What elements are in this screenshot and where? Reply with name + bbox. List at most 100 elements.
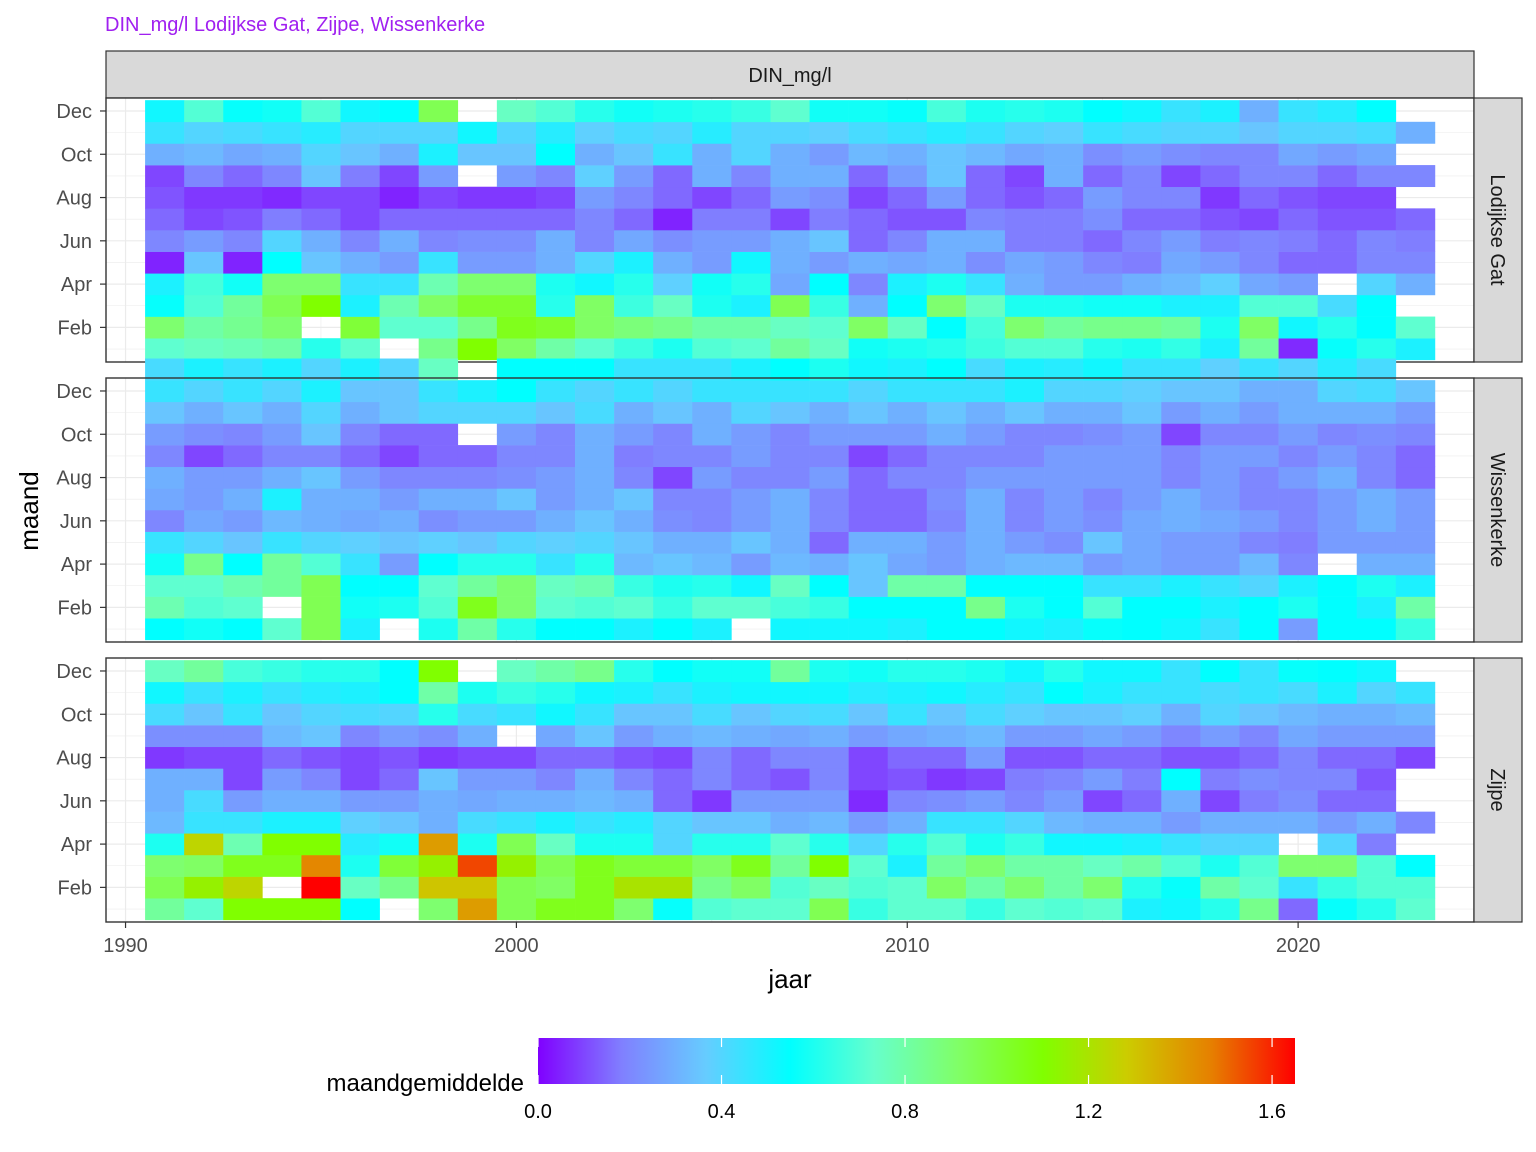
heatmap-tile [1317, 681, 1358, 704]
heatmap-tile [1161, 466, 1201, 489]
heatmap-tile [926, 100, 967, 123]
heatmap-tile [1083, 725, 1123, 748]
heatmap-tile [262, 100, 302, 123]
heatmap-tile [809, 488, 849, 511]
heatmap-tile [887, 338, 928, 361]
heatmap-tile [1278, 725, 1318, 748]
heatmap-tile [1395, 466, 1436, 489]
heatmap-tile [731, 165, 771, 188]
heatmap-tile [887, 358, 928, 381]
heatmap-tile [926, 316, 967, 339]
heatmap-tile [731, 854, 771, 877]
heatmap-tile [1122, 876, 1162, 899]
heatmap-tile [692, 423, 732, 446]
heatmap-tile [692, 898, 732, 921]
heatmap-tile [262, 574, 302, 597]
heatmap-tile [457, 121, 498, 144]
heatmap-tile [809, 143, 849, 166]
heatmap-tile [653, 768, 693, 791]
heatmap-tile [731, 273, 771, 296]
heatmap-tile [223, 186, 263, 209]
heatmap-tile [223, 618, 263, 641]
heatmap-tile [770, 681, 810, 704]
heatmap-tile [1356, 423, 1397, 446]
heatmap-tile [1356, 208, 1397, 231]
heatmap-tile [731, 358, 771, 381]
heatmap-tile [1239, 165, 1279, 188]
heatmap-tile [575, 338, 615, 361]
heatmap-tile [418, 338, 459, 361]
chart-title: DIN_mg/l Lodijkse Gat, Zijpe, Wissenkerk… [105, 14, 485, 36]
heatmap-tile [1161, 230, 1201, 252]
heatmap-tile [535, 553, 576, 576]
heatmap-tile [809, 445, 849, 468]
heatmap-tile [457, 854, 498, 877]
heatmap-tile [1239, 553, 1279, 576]
heatmap-tile [614, 510, 654, 532]
heatmap-tile [1278, 681, 1318, 704]
heatmap-tile [1317, 316, 1358, 339]
heatmap-tile [575, 531, 615, 554]
heatmap-tile [1278, 316, 1318, 339]
heatmap-tile [1317, 121, 1358, 144]
heatmap-tile [887, 833, 928, 856]
heatmap-tile [653, 230, 693, 252]
heatmap-tile [184, 876, 224, 899]
heatmap-tile [1122, 466, 1162, 489]
heatmap-tile [145, 445, 185, 468]
heatmap-tile [1356, 294, 1397, 317]
heatmap-tile [340, 553, 380, 576]
heatmap-tile [1122, 186, 1162, 209]
heatmap-tile [965, 338, 1006, 361]
heatmap-tile [496, 574, 537, 597]
heatmap-tile [1356, 898, 1397, 921]
heatmap-tile [653, 358, 693, 381]
heatmap-tile [653, 401, 693, 424]
heatmap-tile [770, 121, 810, 144]
heatmap-tile [926, 681, 967, 704]
heatmap-tile [692, 746, 732, 769]
heatmap-tile [1161, 876, 1201, 899]
heatmap-tile [926, 380, 967, 403]
heatmap-tile [575, 768, 615, 791]
heatmap-tile [731, 208, 771, 231]
heatmap-tile [184, 121, 224, 144]
heatmap-tile [575, 380, 615, 403]
heatmap-tile [1200, 768, 1240, 791]
heatmap-tile [457, 618, 498, 641]
heatmap-tile [457, 833, 498, 856]
heatmap-tile [262, 790, 302, 812]
heatmap-tile [1356, 338, 1397, 361]
heatmap-tile [1044, 358, 1084, 381]
heatmap-tile [848, 768, 889, 791]
heatmap-tile [1161, 208, 1201, 231]
heatmap-tile [145, 208, 185, 231]
heatmap-tile [614, 660, 654, 683]
heatmap-tile [848, 423, 889, 446]
heatmap-tile [145, 618, 185, 641]
heatmap-tile [926, 186, 967, 209]
heatmap-tile [1004, 401, 1045, 424]
heatmap-tile [496, 338, 537, 361]
heatmap-tile [731, 811, 771, 834]
heatmap-tile [1395, 553, 1436, 576]
heatmap-tile [418, 423, 459, 446]
heatmap-tile [496, 898, 537, 921]
heatmap-tile [1161, 338, 1201, 361]
heatmap-tile [887, 660, 928, 683]
heatmap-tile [1122, 316, 1162, 339]
heatmap-tile [340, 294, 380, 317]
heatmap-tile [1161, 898, 1201, 921]
heatmap-tile [262, 251, 302, 274]
heatmap-tile [1395, 165, 1436, 188]
heatmap-tile [848, 746, 889, 769]
heatmap-tile [692, 316, 732, 339]
heatmap-tile [926, 294, 967, 317]
heatmap-tile [418, 316, 459, 339]
heatmap-tile [223, 466, 263, 489]
heatmap-tile [340, 681, 380, 704]
heatmap-tile [418, 358, 459, 381]
heatmap-tile [1004, 466, 1045, 489]
heatmap-tile [653, 876, 693, 899]
heatmap-tile [340, 790, 380, 812]
